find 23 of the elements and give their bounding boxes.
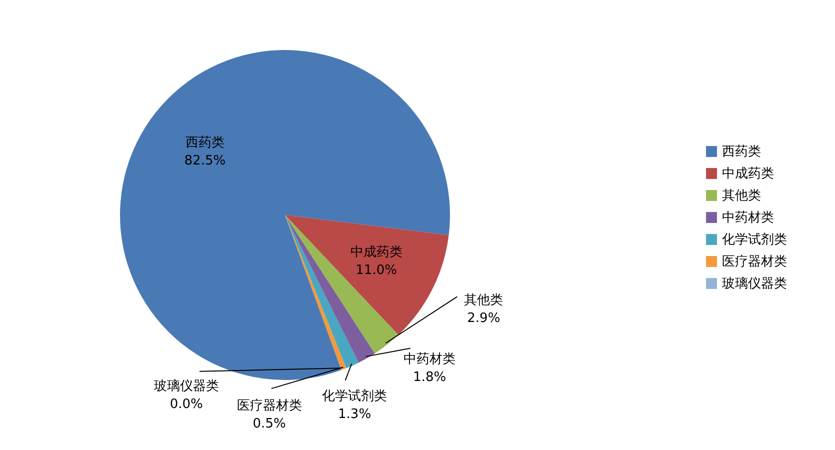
legend-label: 中药材类 xyxy=(722,210,774,226)
legend-label: 医疗器材类 xyxy=(722,254,787,270)
slice-label: 西药类 xyxy=(185,135,224,150)
slice-label: 医疗器材类 xyxy=(236,398,302,414)
slice-label: 中药材类 xyxy=(404,352,456,368)
text: 0.0% xyxy=(170,396,203,412)
slice-label: 化学试剂类 xyxy=(322,388,388,404)
data-label: 0.5% xyxy=(252,416,286,432)
pie-slice xyxy=(285,215,346,370)
legend-label: 西药类 xyxy=(722,144,761,160)
data-label: 82.5% xyxy=(184,153,226,168)
pie-slice xyxy=(285,215,449,335)
data-label: 2.9% xyxy=(467,310,500,326)
slice-label: 中成药类 xyxy=(350,245,402,260)
legend-label: 其他类 xyxy=(722,188,761,204)
legend-label: 玻璃仪器类 xyxy=(722,276,787,292)
slice-label: 其他类 xyxy=(464,292,504,308)
legend-label: 化学试剂类 xyxy=(722,232,787,248)
data-label: 1.8% xyxy=(413,370,446,386)
data-label: 11.0% xyxy=(356,263,397,278)
data-label: 1.3% xyxy=(338,407,372,422)
category-label: 玻璃仪器类 xyxy=(154,378,219,394)
legend-label: 中成药类 xyxy=(722,166,774,182)
